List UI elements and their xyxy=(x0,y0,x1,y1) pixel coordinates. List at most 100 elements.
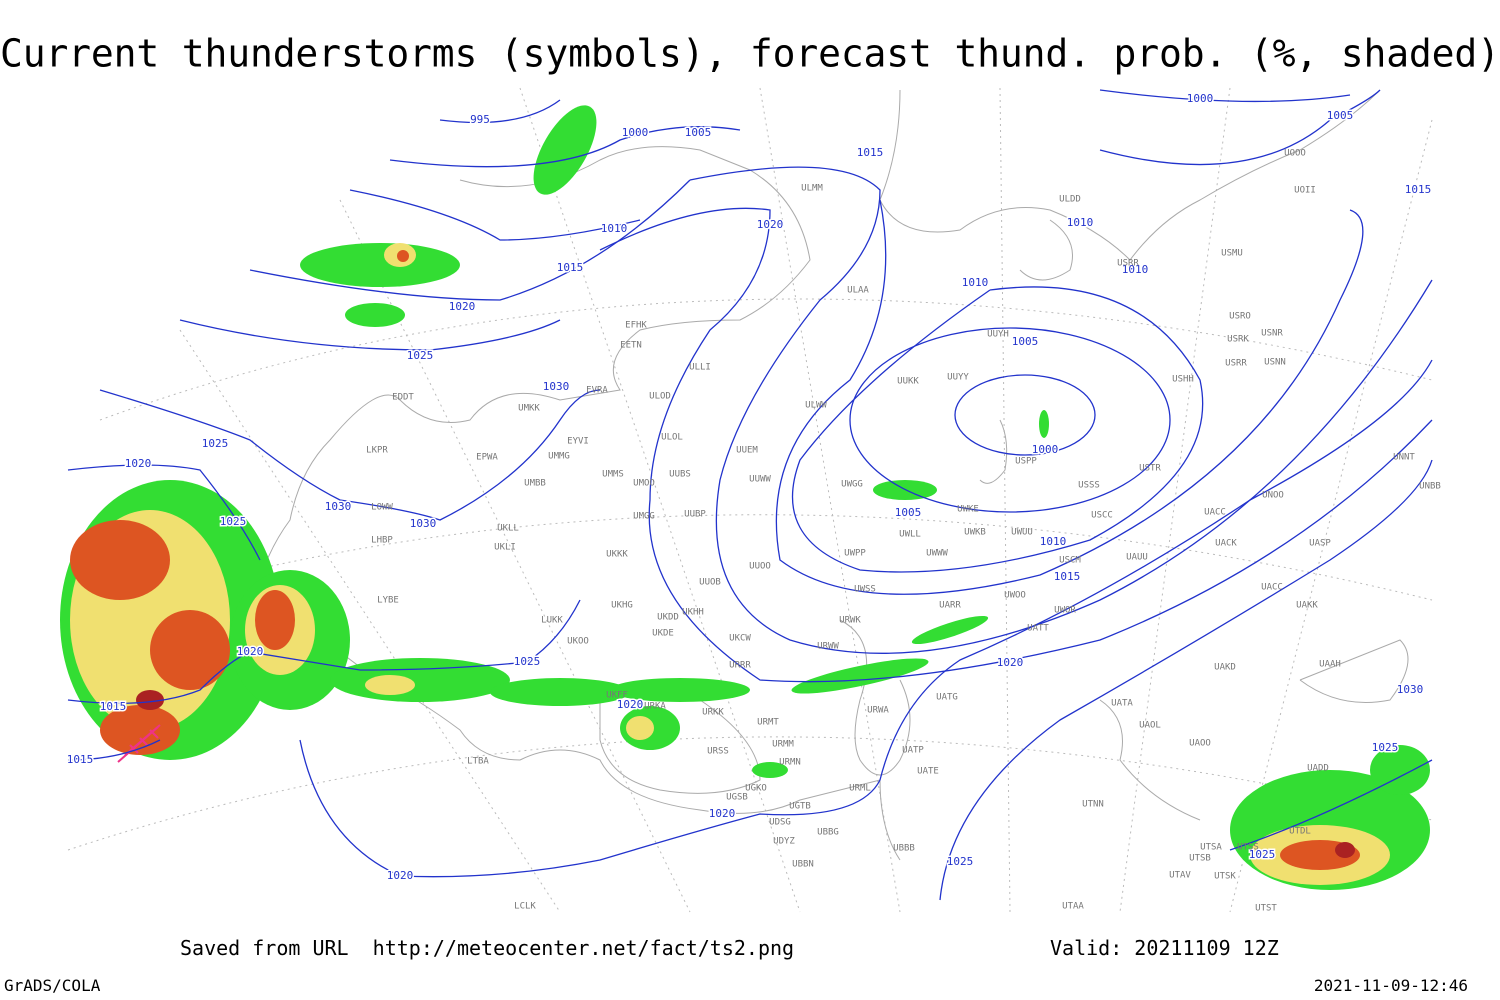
station-code: USPP xyxy=(1015,457,1037,467)
station-code: UKCW xyxy=(729,634,751,644)
station-code: UARR xyxy=(939,601,961,611)
station-code: EYVI xyxy=(567,437,589,447)
isobar-label: 1010 xyxy=(601,222,628,235)
isobar-label: 1020 xyxy=(125,457,152,470)
isobar-label: 1015 xyxy=(1405,183,1432,196)
station-code: UNBB xyxy=(1419,482,1441,492)
station-code: UGTB xyxy=(789,802,811,812)
isobar-label: 1030 xyxy=(1397,683,1424,696)
isobar-labels: 995 1000 1005 1015 1000 1005 1015 1010 1020 1010 1… xyxy=(65,91,1433,884)
isobar-label: 1005 xyxy=(895,506,922,519)
station-code: LTBA xyxy=(467,757,489,767)
station-code: ULMM xyxy=(801,184,823,194)
station-code: UOOO xyxy=(1284,149,1306,159)
isobar-label: 1020 xyxy=(449,300,476,313)
station-code: USNN xyxy=(1264,358,1286,368)
station-code: UKDD xyxy=(657,613,679,623)
station-code: UACC xyxy=(1261,583,1283,593)
station-code: URWW xyxy=(817,642,839,652)
station-code: UMKK xyxy=(518,404,540,414)
isobar-label: 1010 xyxy=(1122,263,1149,276)
station-code: UGSB xyxy=(726,793,748,803)
station-code: UTST xyxy=(1255,904,1277,914)
isobar-label: 1010 xyxy=(1040,535,1067,548)
isobar-label: 1025 xyxy=(220,515,247,528)
station-code: UKHG xyxy=(611,601,633,611)
station-code: UACK xyxy=(1215,539,1237,549)
station-code: UWUU xyxy=(1011,528,1033,538)
isobar-label: 1015 xyxy=(100,700,127,713)
station-code: ULWW xyxy=(805,401,827,411)
station-code: USCC xyxy=(1091,511,1113,521)
isobar-label: 1020 xyxy=(709,807,736,820)
station-code: URSS xyxy=(707,747,729,757)
station-code: URMM xyxy=(772,740,794,750)
station-code: UAUU xyxy=(1126,553,1148,563)
station-code: UAOO xyxy=(1189,739,1211,749)
station-code: UWOO xyxy=(1004,591,1026,601)
station-code: ULAA xyxy=(847,286,869,296)
station-code: UUYH xyxy=(987,330,1009,340)
station-code: UKLL xyxy=(497,524,519,534)
station-code: UWOR xyxy=(1054,606,1076,616)
station-code: UBBG xyxy=(817,828,839,838)
station-code: UASP xyxy=(1309,539,1331,549)
station-code: USCM xyxy=(1059,556,1081,566)
station-code: UTSB xyxy=(1189,854,1211,864)
isobar-label: 1025 xyxy=(514,655,541,668)
station-code: UWSS xyxy=(854,585,876,595)
station-code: EDDT xyxy=(392,393,414,403)
station-code: UWPP xyxy=(844,549,866,559)
station-code: UKFF xyxy=(606,691,628,701)
coastlines xyxy=(249,89,1409,861)
station-code: UATG xyxy=(936,693,958,703)
station-code: LUKK xyxy=(541,616,563,626)
station-code: LKPR xyxy=(366,446,388,456)
valid-time: Valid: 20211109 12Z xyxy=(1050,936,1279,960)
station-code: UUBP xyxy=(684,510,706,520)
station-code: UAKK xyxy=(1296,601,1318,611)
station-code: UAKD xyxy=(1214,663,1236,673)
isobar-label: 995 xyxy=(470,113,490,126)
isobar-label: 1015 xyxy=(557,261,584,274)
isobar-label: 1020 xyxy=(757,218,784,231)
station-code: UUEM xyxy=(736,446,758,456)
station-code: UWGG xyxy=(841,480,863,490)
station-code: UMMG xyxy=(548,452,570,462)
station-code: ULOD xyxy=(649,392,671,402)
station-code: UMBB xyxy=(524,479,546,489)
station-code: UMGG xyxy=(633,512,655,522)
station-code: UGKO xyxy=(745,784,767,794)
station-code: UMOO xyxy=(633,479,655,489)
station-code: URMN xyxy=(779,758,801,768)
station-code: URKK xyxy=(702,708,724,718)
station-code: UWKE xyxy=(957,505,979,515)
isobar-label: 1020 xyxy=(237,645,264,658)
isobar-label: 1020 xyxy=(387,869,414,882)
timestamp: 2021-11-09-12:46 xyxy=(1314,976,1468,995)
isobar-label: 1020 xyxy=(997,656,1024,669)
station-code: UBBN xyxy=(792,860,814,870)
station-code: URWA xyxy=(867,706,889,716)
isobar-label: 1020 xyxy=(617,698,644,711)
station-code: USRO xyxy=(1229,312,1251,322)
station-code: UKHH xyxy=(682,608,704,618)
isobar-label: 1005 xyxy=(1012,335,1039,348)
isobar-label: 1025 xyxy=(407,349,434,362)
isobar-label: 1005 xyxy=(685,126,712,139)
station-code: URRR xyxy=(729,661,751,671)
station-code: URWK xyxy=(839,616,861,626)
station-code: EVRA xyxy=(586,386,608,396)
source-url: Saved from URL http://meteocenter.net/fa… xyxy=(180,936,794,960)
station-code: ULLI xyxy=(689,363,711,373)
isobar-label: 1000 xyxy=(1187,92,1214,105)
station-code: EETN xyxy=(620,341,642,351)
station-code: UTSA xyxy=(1200,843,1222,853)
station-code: ULDD xyxy=(1059,195,1081,205)
station-code: UKOO xyxy=(567,637,589,647)
thunderstorm-probability xyxy=(60,105,1430,890)
station-code: UDYZ xyxy=(773,837,795,847)
isobar-label: 1030 xyxy=(543,380,570,393)
station-code: UKDE xyxy=(652,629,674,639)
